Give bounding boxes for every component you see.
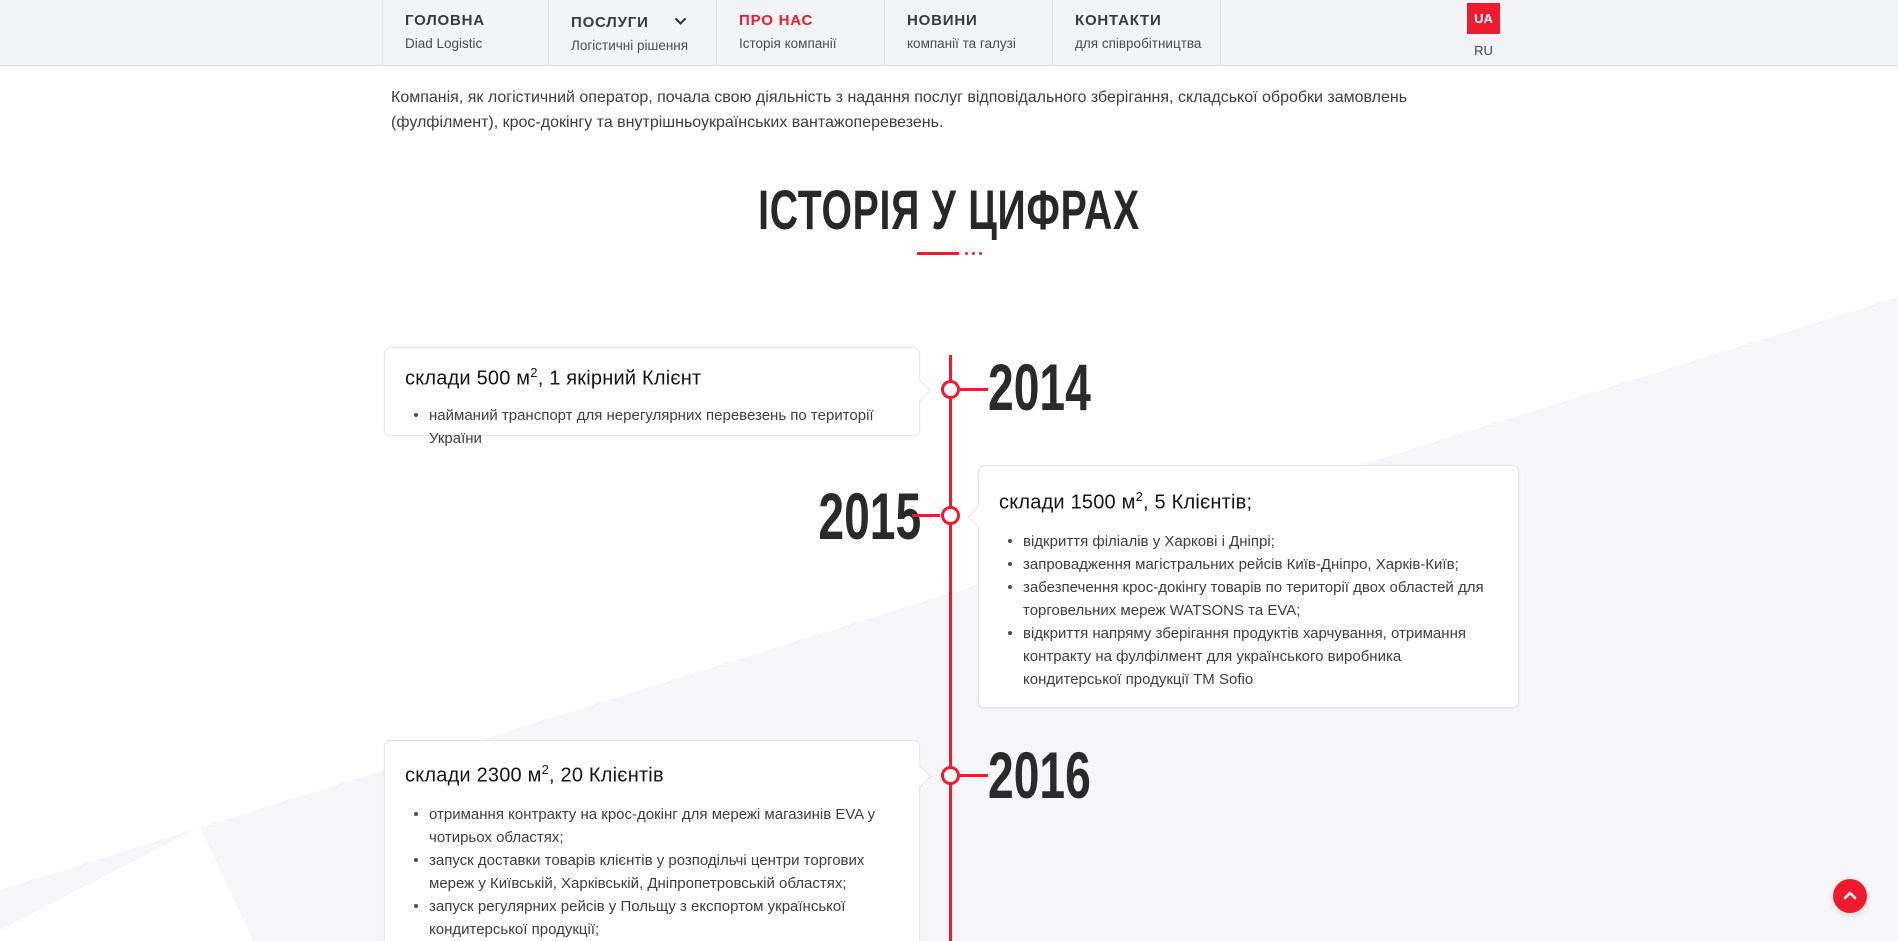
timeline-connector [960,388,988,391]
underline-dot [978,251,982,255]
card-heading: склади 2300 м2, 20 Клієнтів [405,762,664,787]
underline-dot [964,251,968,255]
card-pointer [967,505,989,528]
nav-item-title: НОВИНИ [907,12,978,29]
nav-item-title: ГОЛОВНА [405,12,485,29]
chevron-down-icon [674,12,686,30]
title-underline-decoration [0,251,1898,255]
language-switcher: UA RU [1467,3,1500,58]
nav-separator [884,0,885,66]
list-item: забезпечення крос-докінгу товарів по тер… [999,576,1494,622]
card-heading: склади 500 м2, 1 якірний Клієнт [405,365,702,390]
timeline-card-2016: склади 2300 м2, 20 Клієнтів отримання ко… [384,740,931,941]
nav-item-contacts[interactable]: КОНТАКТИ для співробітництва [1052,0,1220,66]
underline-dot [971,251,975,255]
nav-item-title: ПОСЛУГИ [571,14,649,31]
nav-item-services[interactable]: ПОСЛУГИ Логістичні рішення [548,0,716,66]
timeline-node-2015 [941,506,960,525]
timeline-connector [912,514,940,517]
nav-item-title: КОНТАКТИ [1075,12,1162,29]
nav-separator [1052,0,1053,66]
timeline-year-2014: 2014 [988,350,1091,424]
nav-item-title: ПРО НАС [739,12,814,29]
nav-item-about[interactable]: ПРО НАС Історія компанії [716,0,884,66]
scroll-top-button[interactable] [1833,879,1867,913]
card-heading: склади 1500 м2, 5 Клієнтів; [999,489,1253,514]
list-item: запуск регулярних рейсів у Польщу з експ… [405,895,895,941]
nav-item-subtitle: для співробітництва [1075,36,1202,51]
chevron-up-icon [1843,887,1857,905]
timeline-year-2015: 2015 [818,479,922,553]
card-bullet-list: відкриття філіалів у Харкові і Дніпрі; з… [999,530,1494,691]
timeline-card-2015: склади 1500 м2, 5 Клієнтів; відкриття фі… [967,465,1519,708]
timeline-node-2014 [941,380,960,399]
nav-item-subtitle: Diad Logistic [405,36,483,51]
nav-item-news[interactable]: НОВИНИ компанії та галузі [884,0,1052,66]
timeline-node-2016 [941,766,960,785]
nav-separator [382,0,383,66]
timeline-vertical-line [949,355,952,941]
top-navigation: ГОЛОВНА Diad Logistic ПОСЛУГИ Логістичні… [0,0,1898,66]
list-item: отримання контракту на крос-докінг для м… [405,803,895,849]
nav-separator [716,0,717,66]
nav-separator [1220,0,1221,66]
nav-item-subtitle: компанії та галузі [907,36,1016,51]
nav-item-subtitle: Логістичні рішення [571,38,689,53]
underline-bar [916,251,959,255]
nav-separator [548,0,549,66]
nav-item-subtitle: Історія компанії [739,36,837,51]
list-item: запуск доставки товарів клієнтів у розпо… [405,849,895,895]
section-title: ІСТОРІЯ У ЦИФРАХ [758,178,1140,241]
lang-ru-button[interactable]: RU [1474,43,1493,58]
card-bullet-list: найманий транспорт для нерегулярних пере… [405,404,895,450]
list-item: відкриття філіалів у Харкові і Дніпрі; [999,530,1494,553]
card-pointer [909,379,931,402]
intro-paragraph: Компанія, як логістичний оператор, почал… [391,89,1408,131]
timeline-connector [960,774,988,777]
timeline-year-2016: 2016 [988,738,1091,812]
card-bullet-list: отримання контракту на крос-докінг для м… [405,803,895,941]
timeline-card-2014: склади 500 м2, 1 якірний Клієнт найманий… [384,347,931,447]
lang-ua-button[interactable]: UA [1467,3,1500,34]
list-item: найманий транспорт для нерегулярних пере… [405,404,895,450]
list-item: запровадження магістральних рейсів Київ-… [999,553,1494,576]
list-item: відкриття напряму зберігання продуктів х… [999,622,1494,691]
nav-item-home[interactable]: ГОЛОВНА Diad Logistic [382,0,548,66]
